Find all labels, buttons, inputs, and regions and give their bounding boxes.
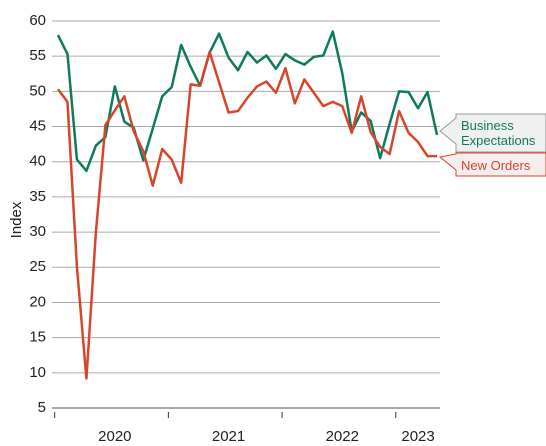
y-axis-label: Index <box>8 201 25 238</box>
x-tick-label: 2020 <box>98 428 131 445</box>
y-tick-label: 30 <box>29 223 46 240</box>
y-tick-label: 45 <box>29 118 46 135</box>
line-series <box>56 50 437 380</box>
y-tick-label: 5 <box>38 399 46 416</box>
y-tick-label: 15 <box>29 329 46 346</box>
legend-label: New Orders <box>461 158 531 173</box>
line-series <box>56 30 439 173</box>
y-tick-label: 20 <box>29 293 46 310</box>
x-tick-label: 2022 <box>326 428 359 445</box>
y-tick-label: 50 <box>29 82 46 99</box>
y-tick-label: 40 <box>29 153 46 170</box>
x-tick-label: 2023 <box>401 428 434 445</box>
x-tick-label: 2021 <box>212 428 245 445</box>
y-tick-label: 60 <box>29 12 46 29</box>
y-tick-label: 10 <box>29 364 46 381</box>
legend-label: Business Expectations <box>461 118 536 148</box>
y-tick-label: 25 <box>29 258 46 275</box>
y-tick-label: 35 <box>29 188 46 205</box>
y-tick-label: 55 <box>29 47 46 64</box>
callout-box <box>438 152 546 177</box>
callout-box <box>439 113 546 153</box>
